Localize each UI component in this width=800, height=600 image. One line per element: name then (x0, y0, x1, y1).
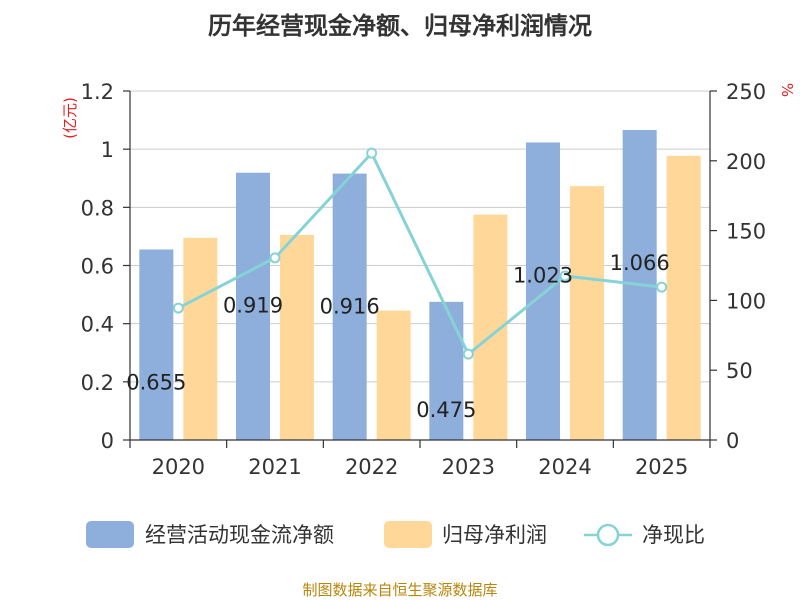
bar-operating-cash-flow (139, 249, 174, 440)
legend-label-net-profit: 归母净利润 (442, 523, 547, 547)
legend-marker-cash-ratio (596, 523, 620, 547)
data-label-operating-cash-flow: 0.919 (223, 294, 283, 318)
point-cash-ratio (172, 302, 184, 314)
y-left-tick-label: 0.2 (81, 371, 114, 395)
y-right-unit-label: % (778, 83, 796, 97)
bar-operating-cash-flow (429, 301, 464, 440)
bar-net-profit (570, 186, 604, 440)
y-left-tick-label: 0.4 (81, 313, 114, 337)
legend: 经营活动现金流净额 归母净利润 净现比 (86, 521, 705, 548)
x-tick-label: 2022 (345, 455, 398, 479)
bar-layer (139, 129, 701, 441)
y-right-tick-label: 150 (726, 220, 766, 244)
bar-operating-cash-flow (332, 173, 367, 440)
data-label-operating-cash-flow: 0.475 (416, 398, 476, 422)
chart-title: 历年经营现金净额、归母净利润情况 (208, 12, 592, 40)
x-tick-label: 2021 (248, 455, 301, 479)
y-left-unit-label: (亿元) (61, 97, 79, 139)
legend-swatch-net-profit (384, 521, 432, 548)
y-left-tick-label: 0.8 (81, 196, 114, 220)
bar-net-profit (280, 234, 314, 440)
x-tick-label: 2024 (538, 455, 591, 479)
legend-swatch-operating-cash-flow (86, 521, 134, 548)
x-tick-label: 2020 (152, 455, 205, 479)
axis-layer: 0 0.2 0.4 0.6 0.8 1 1.2 0 50 100 150 200 250 2020 2021… (81, 80, 767, 479)
x-tick-label: 2023 (442, 455, 495, 479)
line-layer (172, 147, 668, 360)
point-cash-ratio (656, 281, 668, 293)
point-cash-ratio (462, 348, 474, 360)
legend-label-operating-cash-flow: 经营活动现金流净额 (145, 523, 334, 547)
data-label-operating-cash-flow: 0.916 (320, 295, 380, 319)
bar-net-profit (376, 310, 411, 440)
legend-label-cash-ratio: 净现比 (642, 523, 705, 547)
y-left-tick-label: 0 (101, 429, 114, 453)
line-cash-ratio (177, 150, 662, 357)
bar-operating-cash-flow (526, 142, 560, 441)
y-right-tick-label: 0 (726, 429, 739, 453)
data-label-operating-cash-flow: 1.023 (513, 263, 573, 287)
point-cash-ratio (366, 147, 378, 159)
data-label-operating-cash-flow: 1.066 (610, 251, 670, 275)
y-right-tick-label: 200 (726, 150, 766, 174)
point-cash-ratio (559, 270, 571, 282)
data-label-operating-cash-flow: 0.655 (126, 371, 186, 395)
y-right-tick-label: 50 (726, 359, 753, 383)
x-tick-label: 2025 (635, 455, 688, 479)
y-right-tick-label: 250 (726, 80, 766, 104)
bar-net-profit (666, 155, 701, 440)
bar-net-profit (183, 237, 218, 440)
grid-layer (130, 90, 710, 383)
y-left-tick-label: 1 (101, 138, 114, 162)
bar-operating-cash-flow (236, 172, 270, 440)
label-layer: 0.655 0.919 0.916 0.475 1.023 1.066 (126, 251, 669, 422)
y-right-tick-label: 100 (726, 289, 766, 313)
y-left-tick-label: 1.2 (81, 80, 114, 104)
source-note: 制图数据来自恒生聚源数据库 (302, 581, 497, 599)
point-cash-ratio (269, 252, 281, 264)
y-left-tick-label: 0.6 (81, 255, 114, 279)
